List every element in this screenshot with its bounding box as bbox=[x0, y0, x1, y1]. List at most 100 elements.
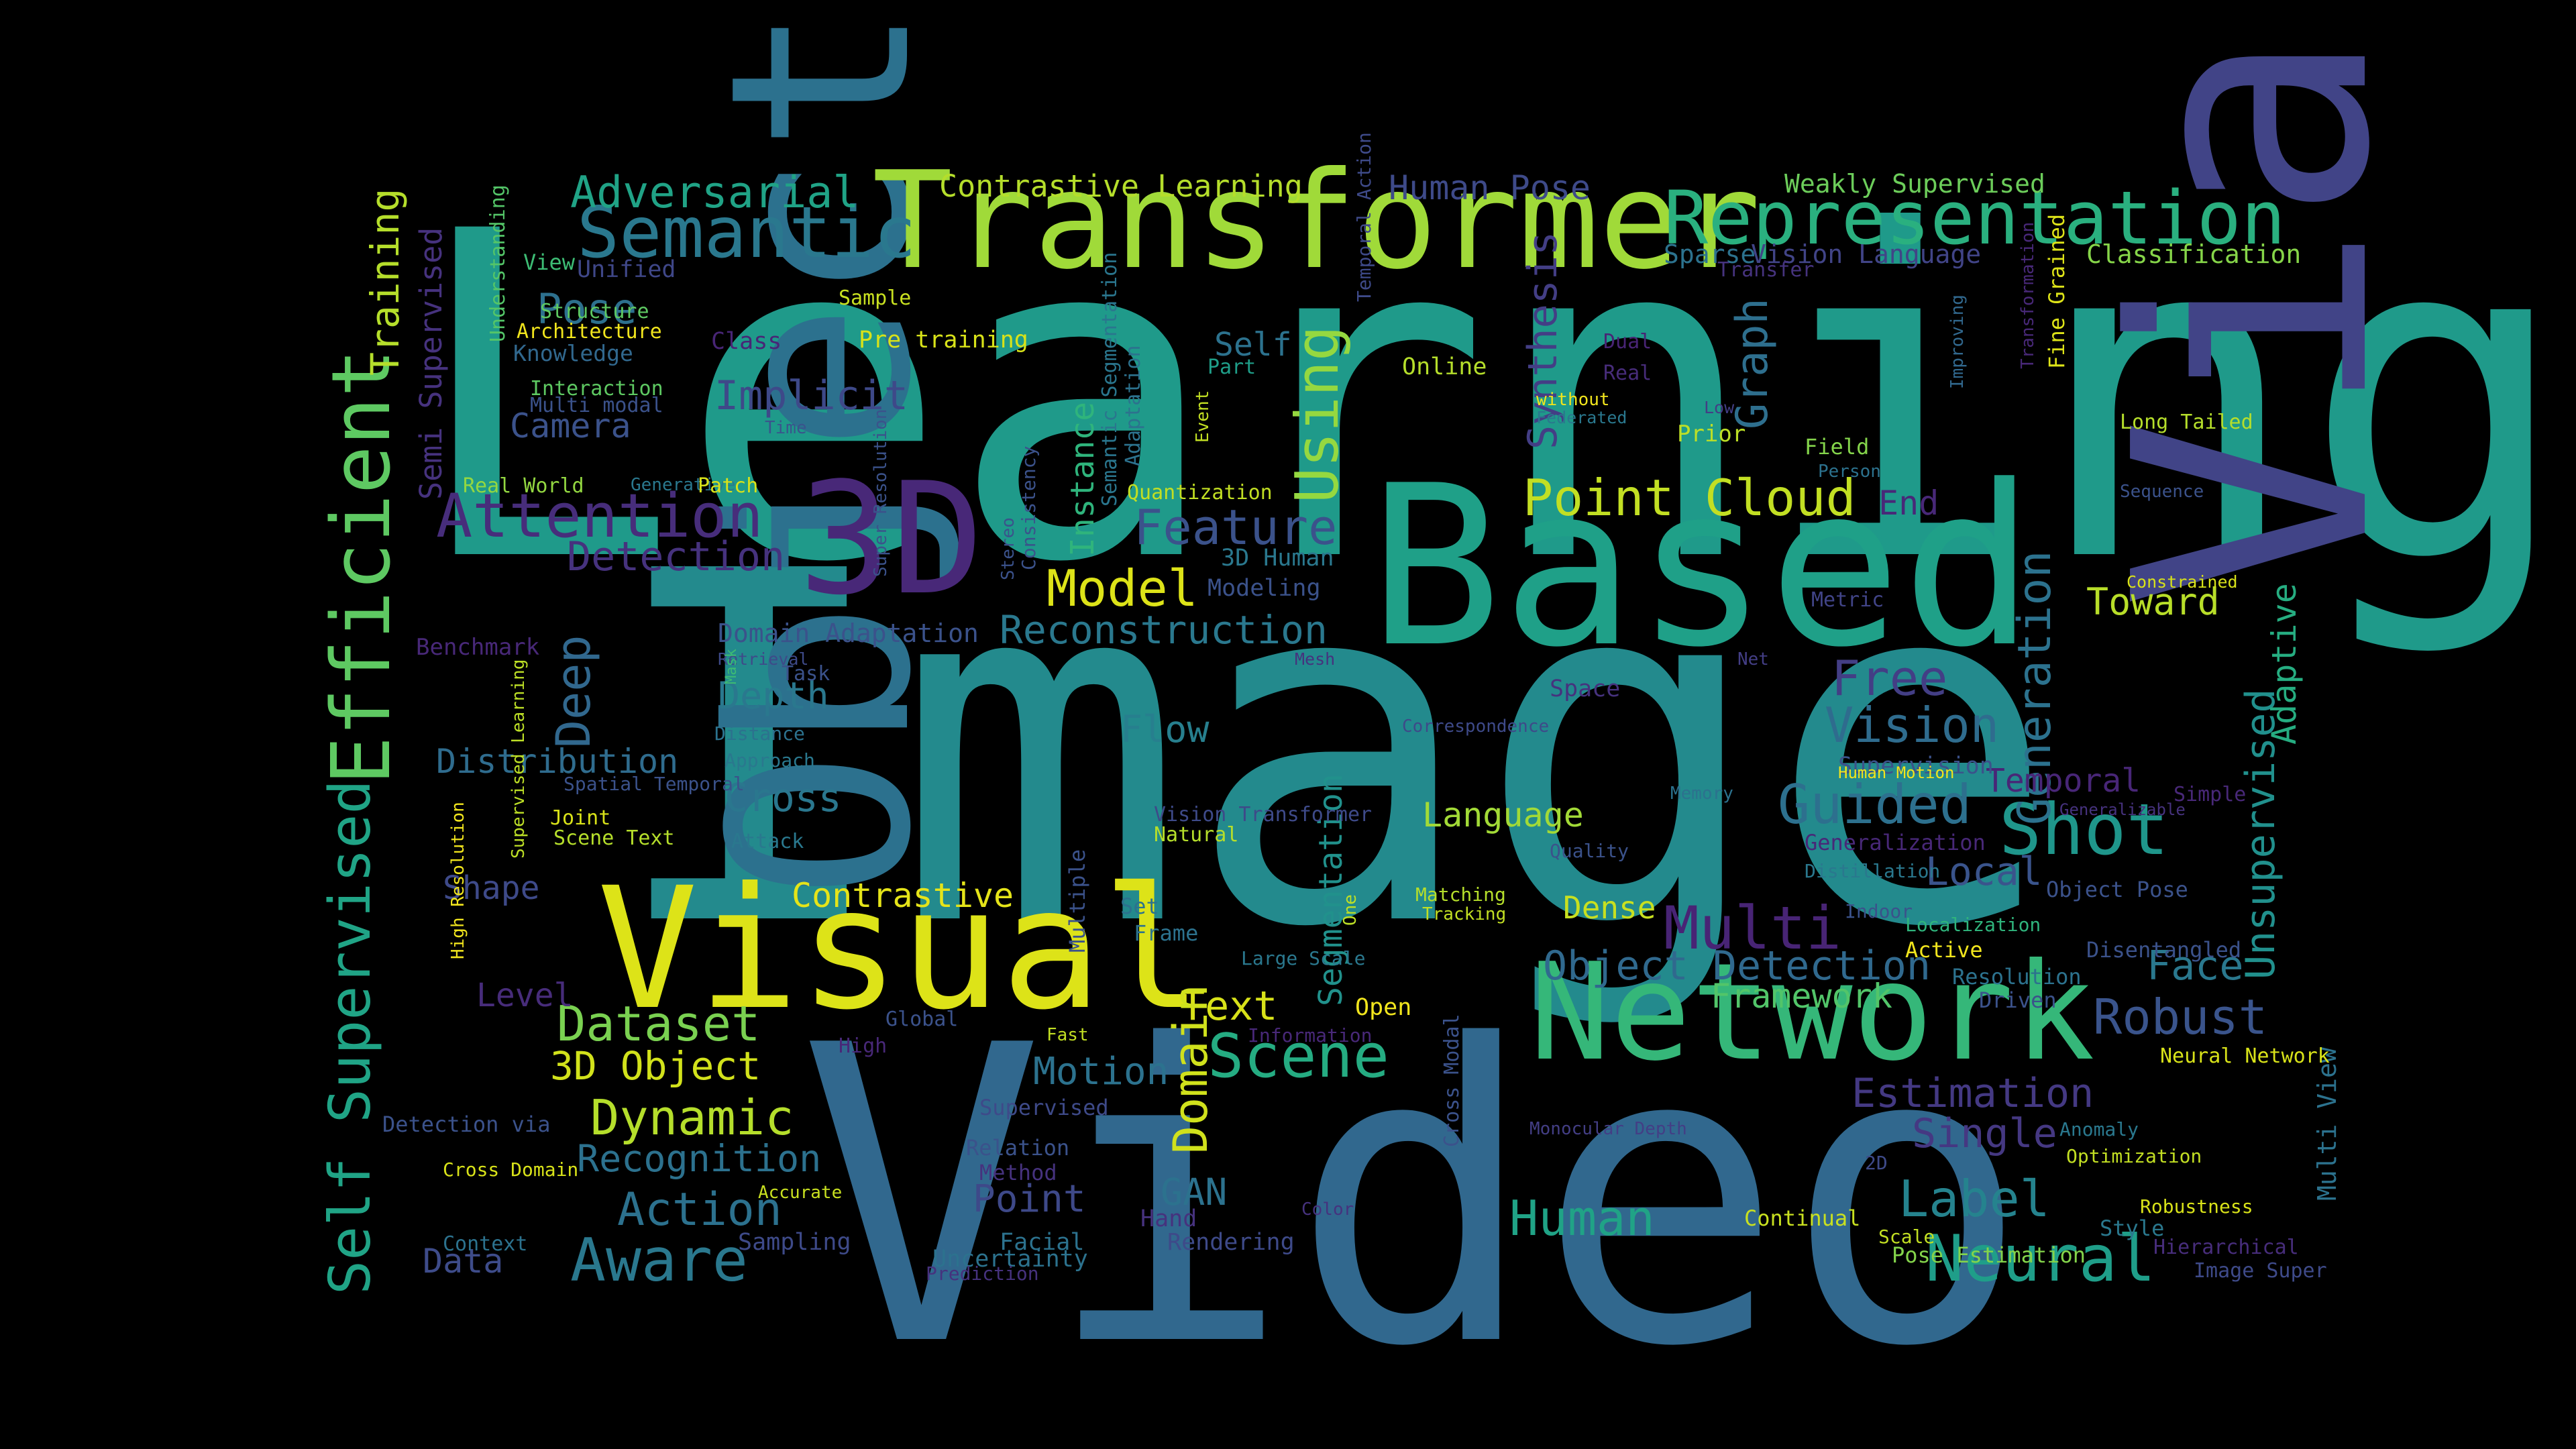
cloud-word-label: Label bbox=[1898, 1169, 2050, 1228]
cloud-word-gan: GAN bbox=[1161, 1171, 1228, 1214]
cloud-word-3d-human: 3D Human bbox=[1221, 545, 1334, 572]
cloud-word-real-world: Real World bbox=[463, 474, 584, 498]
cloud-word-constrained: Constrained bbox=[2127, 572, 2238, 592]
cloud-word-visual: Visual bbox=[597, 851, 1203, 1046]
cloud-word-disentangled: Disentangled bbox=[2086, 937, 2242, 963]
cloud-word-time: Time bbox=[765, 418, 807, 438]
cloud-word-dual: Dual bbox=[1603, 330, 1652, 354]
cloud-word-pose-estimation: Pose Estimation bbox=[1892, 1242, 2086, 1268]
cloud-word-hierarchical: Hierarchical bbox=[2153, 1236, 2299, 1259]
cloud-word-contrastive-learning: Contrastive Learning bbox=[939, 168, 1303, 204]
cloud-word-pose: Pose bbox=[537, 284, 637, 333]
cloud-word-active: Active bbox=[1905, 937, 1983, 963]
cloud-word-language: Language bbox=[1422, 796, 1584, 835]
cloud-word-via: Via bbox=[2066, 29, 2441, 610]
cloud-word-optimization: Optimization bbox=[2066, 1145, 2202, 1167]
cloud-word-attack: Attack bbox=[731, 830, 804, 853]
cloud-word-task: Task bbox=[782, 662, 830, 686]
cloud-word-implicit: Implicit bbox=[714, 372, 908, 419]
cloud-word-frame: Frame bbox=[1134, 920, 1199, 946]
cloud-word-driven: Driven bbox=[1979, 987, 2057, 1013]
cloud-word-semantic: Semantic bbox=[577, 192, 916, 274]
cloud-word-image-super: Image Super bbox=[2194, 1259, 2327, 1283]
cloud-word-network: Network bbox=[1529, 934, 2095, 1091]
cloud-word-model: Model bbox=[1046, 559, 1198, 618]
cloud-word-motion: Motion bbox=[1033, 1050, 1169, 1093]
cloud-word-aware: Aware bbox=[570, 1226, 748, 1295]
cloud-word-human: Human bbox=[1509, 1190, 1655, 1246]
cloud-word-temporal-action: Temporal Action bbox=[1353, 132, 1375, 302]
cloud-word-3d-object: 3D Object bbox=[550, 1043, 761, 1089]
cloud-word-classification: Classification bbox=[2086, 239, 2302, 269]
cloud-word-retrieval: Retrieval bbox=[718, 649, 809, 669]
cloud-word-free: Free bbox=[1831, 650, 1948, 706]
cloud-word-mask: Mask bbox=[723, 649, 740, 684]
cloud-word-reconstruction: Reconstruction bbox=[1000, 607, 1328, 653]
cloud-word-vision: Vision bbox=[1825, 697, 2000, 753]
cloud-word-human-pose: Human Pose bbox=[1389, 168, 1591, 207]
cloud-word-self: Self bbox=[1214, 326, 1292, 364]
cloud-word-detection: Detection bbox=[567, 533, 786, 580]
cloud-word-space: Space bbox=[1550, 676, 1621, 702]
cloud-word-method: Method bbox=[979, 1160, 1057, 1185]
cloud-word-open: Open bbox=[1355, 994, 1412, 1021]
cloud-word-human-motion: Human Motion bbox=[1838, 763, 1955, 782]
cloud-word-supervised-learning: Supervised Learning bbox=[508, 659, 529, 859]
cloud-word-memory: Memory bbox=[1670, 784, 1733, 804]
cloud-word-benchmark: Benchmark bbox=[416, 634, 540, 661]
cloud-word-metric: Metric bbox=[1811, 588, 1884, 612]
cloud-word-anomaly: Anomaly bbox=[2059, 1118, 2139, 1140]
cloud-word-tracking: Tracking bbox=[1422, 904, 1507, 924]
cloud-word-unified: Unified bbox=[577, 256, 676, 283]
cloud-word-view: View bbox=[523, 250, 576, 275]
cloud-word-adaptive: Adaptive bbox=[2265, 583, 2304, 745]
cloud-word-robustness: Robustness bbox=[2140, 1195, 2253, 1218]
cloud-word-long-tailed: Long Tailed bbox=[2120, 411, 2253, 434]
cloud-word-simple: Simple bbox=[2174, 783, 2247, 806]
cloud-word-face: Face bbox=[2147, 943, 2244, 989]
cloud-word-approach: Approach bbox=[724, 749, 815, 771]
cloud-word-multiple: Multiple bbox=[1065, 849, 1090, 953]
cloud-word-local: Local bbox=[1925, 849, 2043, 894]
cloud-word-representation: Representation bbox=[1664, 175, 2286, 261]
cloud-word-cross-modal: Cross Modal bbox=[1440, 1014, 1464, 1147]
cloud-word-sample: Sample bbox=[839, 286, 912, 310]
cloud-word-indoor: Indoor bbox=[1845, 900, 1913, 922]
cloud-word-without: without bbox=[1536, 390, 1610, 410]
cloud-word-prior: Prior bbox=[1677, 421, 1746, 447]
cloud-word-high: High bbox=[839, 1034, 888, 1058]
cloud-word-generative: Generative bbox=[631, 475, 736, 495]
cloud-word-generalization: Generalization bbox=[1805, 830, 1986, 855]
cloud-word-continual: Continual bbox=[1744, 1205, 1861, 1231]
cloud-word-dense: Dense bbox=[1563, 890, 1656, 926]
cloud-word-semi-supervised: Semi Supervised bbox=[413, 227, 449, 500]
cloud-word-prediction: Prediction bbox=[926, 1263, 1039, 1285]
cloud-word-improving: Improving bbox=[1947, 294, 1968, 389]
cloud-word-sampling: Sampling bbox=[738, 1229, 851, 1256]
cloud-word-shape: Shape bbox=[443, 869, 540, 907]
cloud-word-mesh: Mesh bbox=[1295, 649, 1336, 669]
cloud-word-end: End bbox=[1878, 484, 1939, 523]
cloud-word-efficient: Efficient bbox=[315, 348, 409, 785]
cloud-word-transformer: Transformer bbox=[872, 143, 1761, 299]
cloud-word-graph: Graph bbox=[1727, 298, 1778, 429]
cloud-word-based: Based bbox=[1368, 438, 2035, 696]
cloud-word-correspondence: Correspondence bbox=[1402, 716, 1550, 737]
cloud-word-dataset: Dataset bbox=[557, 996, 761, 1052]
cloud-word-point-cloud: Point Cloud bbox=[1523, 468, 1856, 527]
cloud-word-set: Set bbox=[1120, 894, 1159, 919]
cloud-word-information: Information bbox=[1248, 1024, 1373, 1046]
cloud-word-accurate: Accurate bbox=[758, 1183, 843, 1203]
cloud-word-person: Person bbox=[1818, 462, 1881, 482]
cloud-word-multi-modal: Multi modal bbox=[530, 394, 663, 417]
cloud-word-scene: Scene bbox=[1208, 1021, 1389, 1091]
cloud-word-level: Level bbox=[476, 977, 574, 1014]
cloud-word-guided: Guided bbox=[1778, 773, 1972, 836]
cloud-word-supervised: Supervised bbox=[979, 1095, 1109, 1120]
cloud-word-understanding: Understanding bbox=[486, 184, 510, 342]
cloud-word-super-resolution: Super Resolution bbox=[871, 409, 891, 577]
cloud-word-neural-network: Neural Network bbox=[2160, 1044, 2330, 1068]
cloud-word-quality: Quality bbox=[1550, 840, 1629, 862]
cloud-word-instance: Instance bbox=[1064, 401, 1102, 557]
